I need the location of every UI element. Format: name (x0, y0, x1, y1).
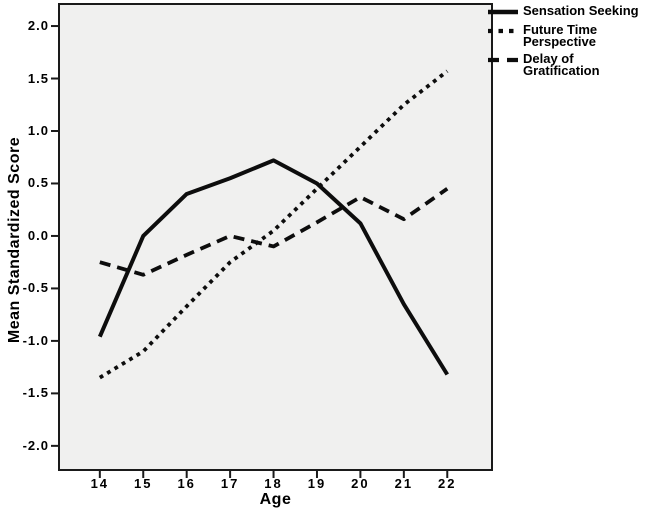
y-tick-label: 2.0 (27, 18, 49, 34)
series-line-sensation-seeking (97, 158, 449, 376)
plot-area (58, 3, 493, 471)
legend-label: Future Time Perspective (523, 22, 598, 49)
y-tick-label: 0.0 (27, 227, 49, 243)
y-tick-label: -1.0 (22, 332, 49, 348)
y-tick-label: 0.5 (27, 175, 49, 191)
y-tick-label: -0.5 (22, 280, 49, 296)
legend-key-solid-line-icon (488, 9, 518, 15)
legend-entry-sensation-seeking: Sensation Seeking (487, 3, 639, 18)
series-line-future-time-perspective (98, 69, 449, 380)
legend-label: Delay of Gratification (523, 51, 600, 78)
x-tick-label: 17 (220, 476, 240, 491)
x-tick-label: 20 (351, 476, 370, 491)
legend-label: Sensation Seeking (523, 3, 639, 18)
legend-key-dotted-line-icon (488, 28, 518, 34)
series-line-delay-of-gratification (99, 187, 449, 277)
x-axis-title: Age (259, 491, 292, 508)
x-tick-label: 16 (177, 476, 196, 491)
x-tick-label: 14 (90, 476, 110, 491)
y-tick-label: 1.5 (27, 70, 49, 86)
y-tick-label: -1.5 (22, 385, 49, 401)
y-tick-label: 1.0 (27, 122, 49, 138)
x-tick-label: 19 (307, 476, 327, 491)
x-tick-label: 18 (264, 476, 283, 491)
legend: Sensation Seeking Future Time Perspective D… (487, 3, 639, 82)
legend-entry-delay-of-gratification: Delay of Gratification (487, 51, 639, 78)
x-tick-label: 21 (394, 476, 414, 491)
x-tick-label: 15 (134, 476, 153, 491)
x-tick-label: 22 (438, 476, 457, 491)
legend-entry-future-time-perspective: Future Time Perspective (487, 22, 639, 49)
legend-key-dashed-line-icon (488, 57, 518, 63)
y-tick-label: -2.0 (22, 437, 49, 453)
